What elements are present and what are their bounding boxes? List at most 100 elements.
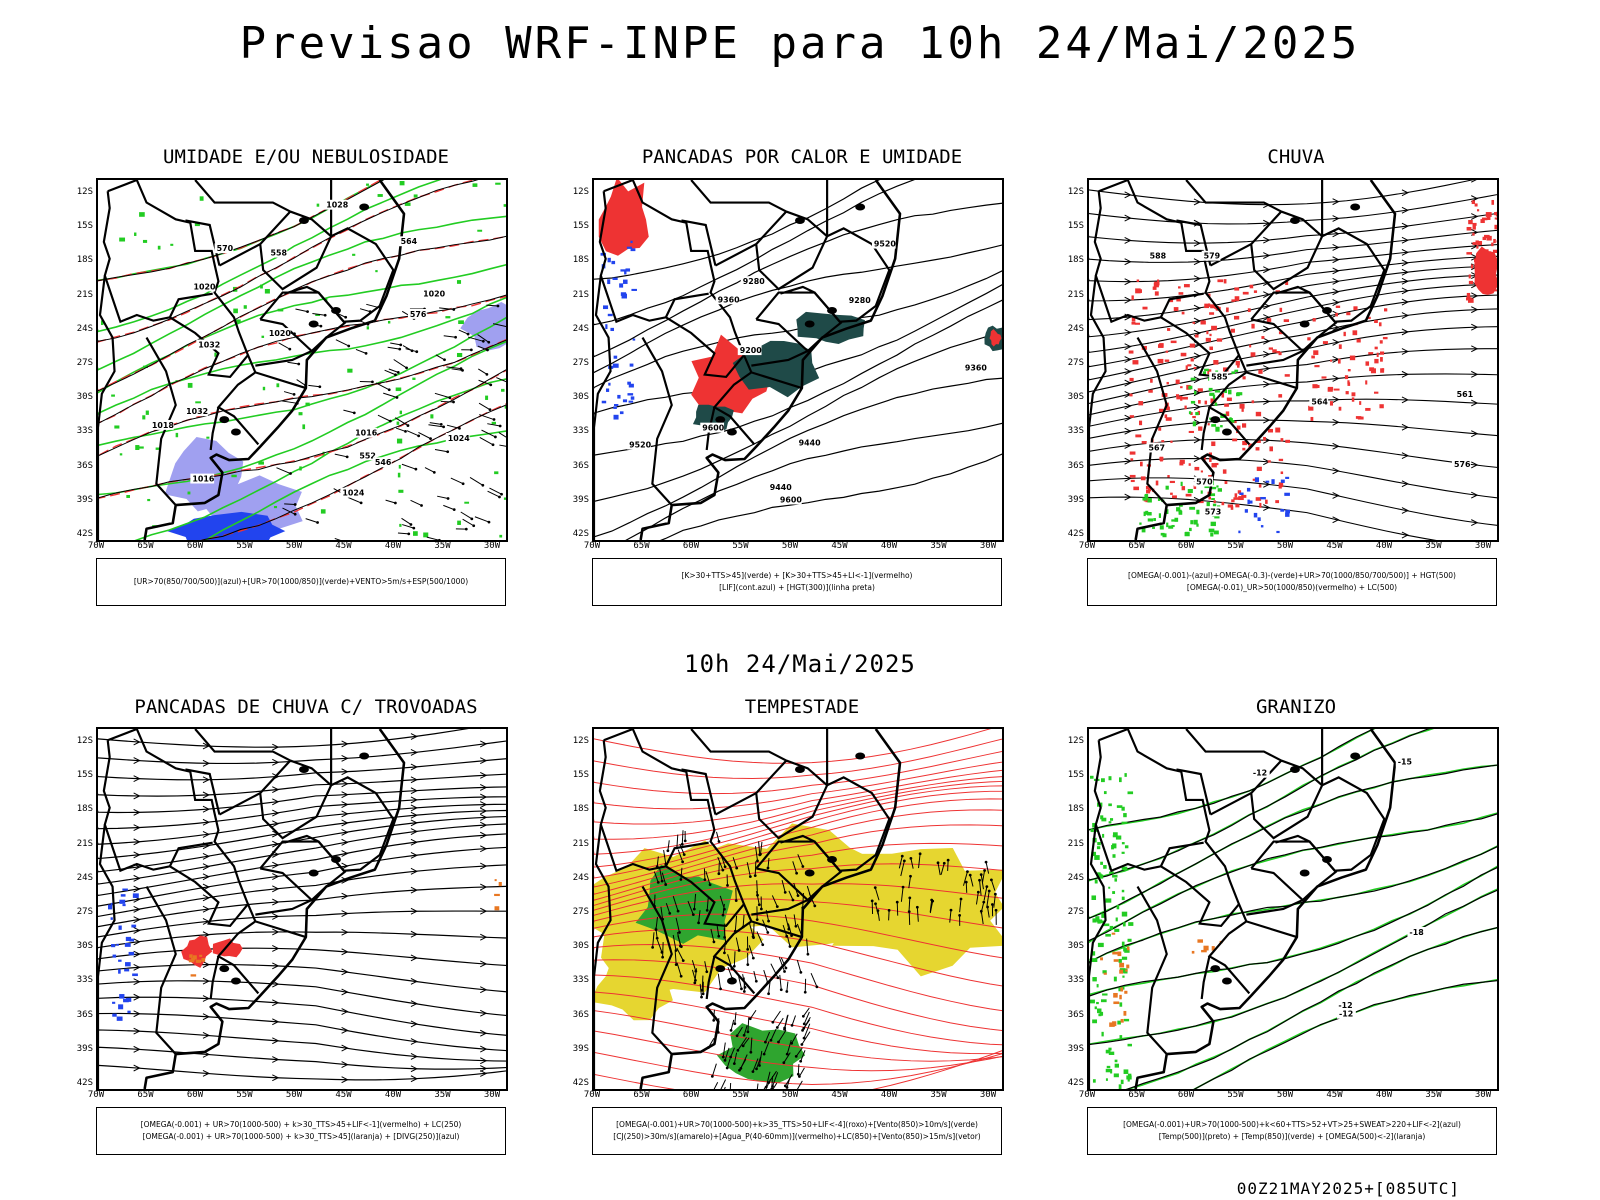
wind-vector xyxy=(478,368,488,375)
latitude-tick-label: 18S xyxy=(76,255,93,266)
divergence-speck xyxy=(111,944,116,948)
latitude-tick-label: 30S xyxy=(572,941,589,952)
map-panel[interactable]: -12 -12 -15 -18 -12 xyxy=(1087,727,1499,1091)
vector-head xyxy=(700,988,704,992)
wind-arrow xyxy=(1471,491,1479,499)
wind-vector xyxy=(753,970,757,982)
omega-speck xyxy=(1120,1018,1124,1023)
lake-shape xyxy=(1221,977,1232,985)
omega-speck xyxy=(1217,488,1222,492)
humidity-speck xyxy=(119,237,126,242)
temp-850-speck xyxy=(1121,821,1128,825)
rain-speck xyxy=(1365,361,1370,366)
humidity-speck xyxy=(187,491,191,495)
wind-vector xyxy=(756,880,758,896)
wind-arrow xyxy=(1193,376,1202,384)
wind-vector xyxy=(477,345,488,351)
wind-arrow xyxy=(1124,442,1132,449)
wind-vector xyxy=(437,495,449,499)
rain-speck xyxy=(1185,493,1192,497)
wind-vector xyxy=(429,422,442,425)
wind-arrow xyxy=(410,796,418,804)
omega-speck xyxy=(1113,992,1118,998)
longitude-tick-label: 35W xyxy=(930,1090,947,1100)
lif-contour-speck xyxy=(629,363,634,367)
wind-vector xyxy=(680,867,683,880)
pressure-contour xyxy=(98,294,506,424)
country-border xyxy=(255,350,313,367)
rain-speck xyxy=(1476,209,1480,212)
contour-label-bg xyxy=(1202,506,1222,517)
wind-arrow xyxy=(272,1018,280,1026)
wind-arrow xyxy=(480,757,488,765)
rain-speck xyxy=(1266,318,1272,322)
rain-speck xyxy=(1285,280,1289,286)
omega-speck xyxy=(1120,987,1124,992)
latitude-tick-label: 39S xyxy=(76,494,93,505)
temp-850-speck xyxy=(1122,922,1126,927)
wind-arrow xyxy=(410,867,418,875)
rain-speck xyxy=(1253,290,1258,293)
map-panel[interactable]: 585 579 576 573 570 567 564 561 588 xyxy=(1087,178,1499,542)
rain-speck xyxy=(1471,200,1476,205)
country-border xyxy=(755,759,829,840)
temp-850-speck xyxy=(1109,925,1114,930)
lake-shape xyxy=(1289,217,1300,224)
wind-vector xyxy=(652,932,655,948)
contour-label-bg xyxy=(149,419,174,430)
vector-head xyxy=(908,896,912,900)
vector-head xyxy=(785,934,789,938)
wind-arrow xyxy=(410,819,418,827)
vector-head xyxy=(679,878,683,881)
map-panel[interactable] xyxy=(592,727,1004,1091)
wind-vector xyxy=(900,887,904,902)
rain-speck xyxy=(1485,212,1492,217)
country-border xyxy=(1250,840,1338,902)
rain-speck xyxy=(1150,378,1153,383)
wind-arrow xyxy=(1471,519,1479,527)
lake-shape xyxy=(1210,965,1221,973)
wind-arrow xyxy=(1471,370,1479,378)
temp-850-speck xyxy=(1121,889,1125,893)
streamline xyxy=(594,751,1002,795)
wind-vector xyxy=(278,342,291,350)
wind-arrow xyxy=(133,792,141,800)
wind-arrow xyxy=(1471,180,1477,183)
rain-speck xyxy=(1310,416,1314,421)
longitude-tick-label: 65W xyxy=(137,1090,154,1100)
rain-speck xyxy=(1252,478,1255,481)
rain-speck xyxy=(1475,240,1479,245)
wind-vector xyxy=(963,871,968,886)
wind-vector xyxy=(736,1026,743,1037)
wind-vector xyxy=(798,1067,805,1077)
lake-shape xyxy=(1350,752,1361,760)
wind-arrow xyxy=(341,948,349,956)
rain-speck xyxy=(1481,217,1488,221)
lake-shape xyxy=(359,203,370,211)
vector-head xyxy=(726,883,729,887)
map-panel[interactable]: 1016 1016 1018 1020 1024 1024 1020 1028 1032 1032… xyxy=(96,178,508,542)
humidity-speck xyxy=(305,402,310,407)
vector-head xyxy=(748,1017,752,1021)
wind-arrow xyxy=(133,993,141,1001)
rain-speck xyxy=(1284,374,1290,377)
rain-speck xyxy=(1259,502,1262,508)
wind-arrow xyxy=(341,791,349,799)
omega-speck xyxy=(1141,528,1146,533)
map-panel[interactable]: 9600 9600 9520 9520 9440 9440 9360 9360 9280 9280… xyxy=(592,178,1004,542)
omega-speck xyxy=(1162,533,1167,538)
wind-arrow xyxy=(410,1065,418,1073)
wind-arrow xyxy=(1124,191,1132,199)
contour-label-bg xyxy=(372,457,392,468)
country-border xyxy=(1246,899,1304,916)
wind-arrow xyxy=(410,1075,418,1083)
wind-vector xyxy=(665,903,671,914)
humidity-speck xyxy=(114,425,120,429)
country-border xyxy=(1160,865,1240,928)
wind-arrow xyxy=(1401,507,1409,514)
latitude-tick-label: 39S xyxy=(1067,494,1084,505)
wind-arrow xyxy=(272,885,280,893)
map-panel[interactable] xyxy=(96,727,508,1091)
rain-speck xyxy=(1188,463,1191,466)
longitude-tick-label: 40W xyxy=(384,1090,402,1100)
